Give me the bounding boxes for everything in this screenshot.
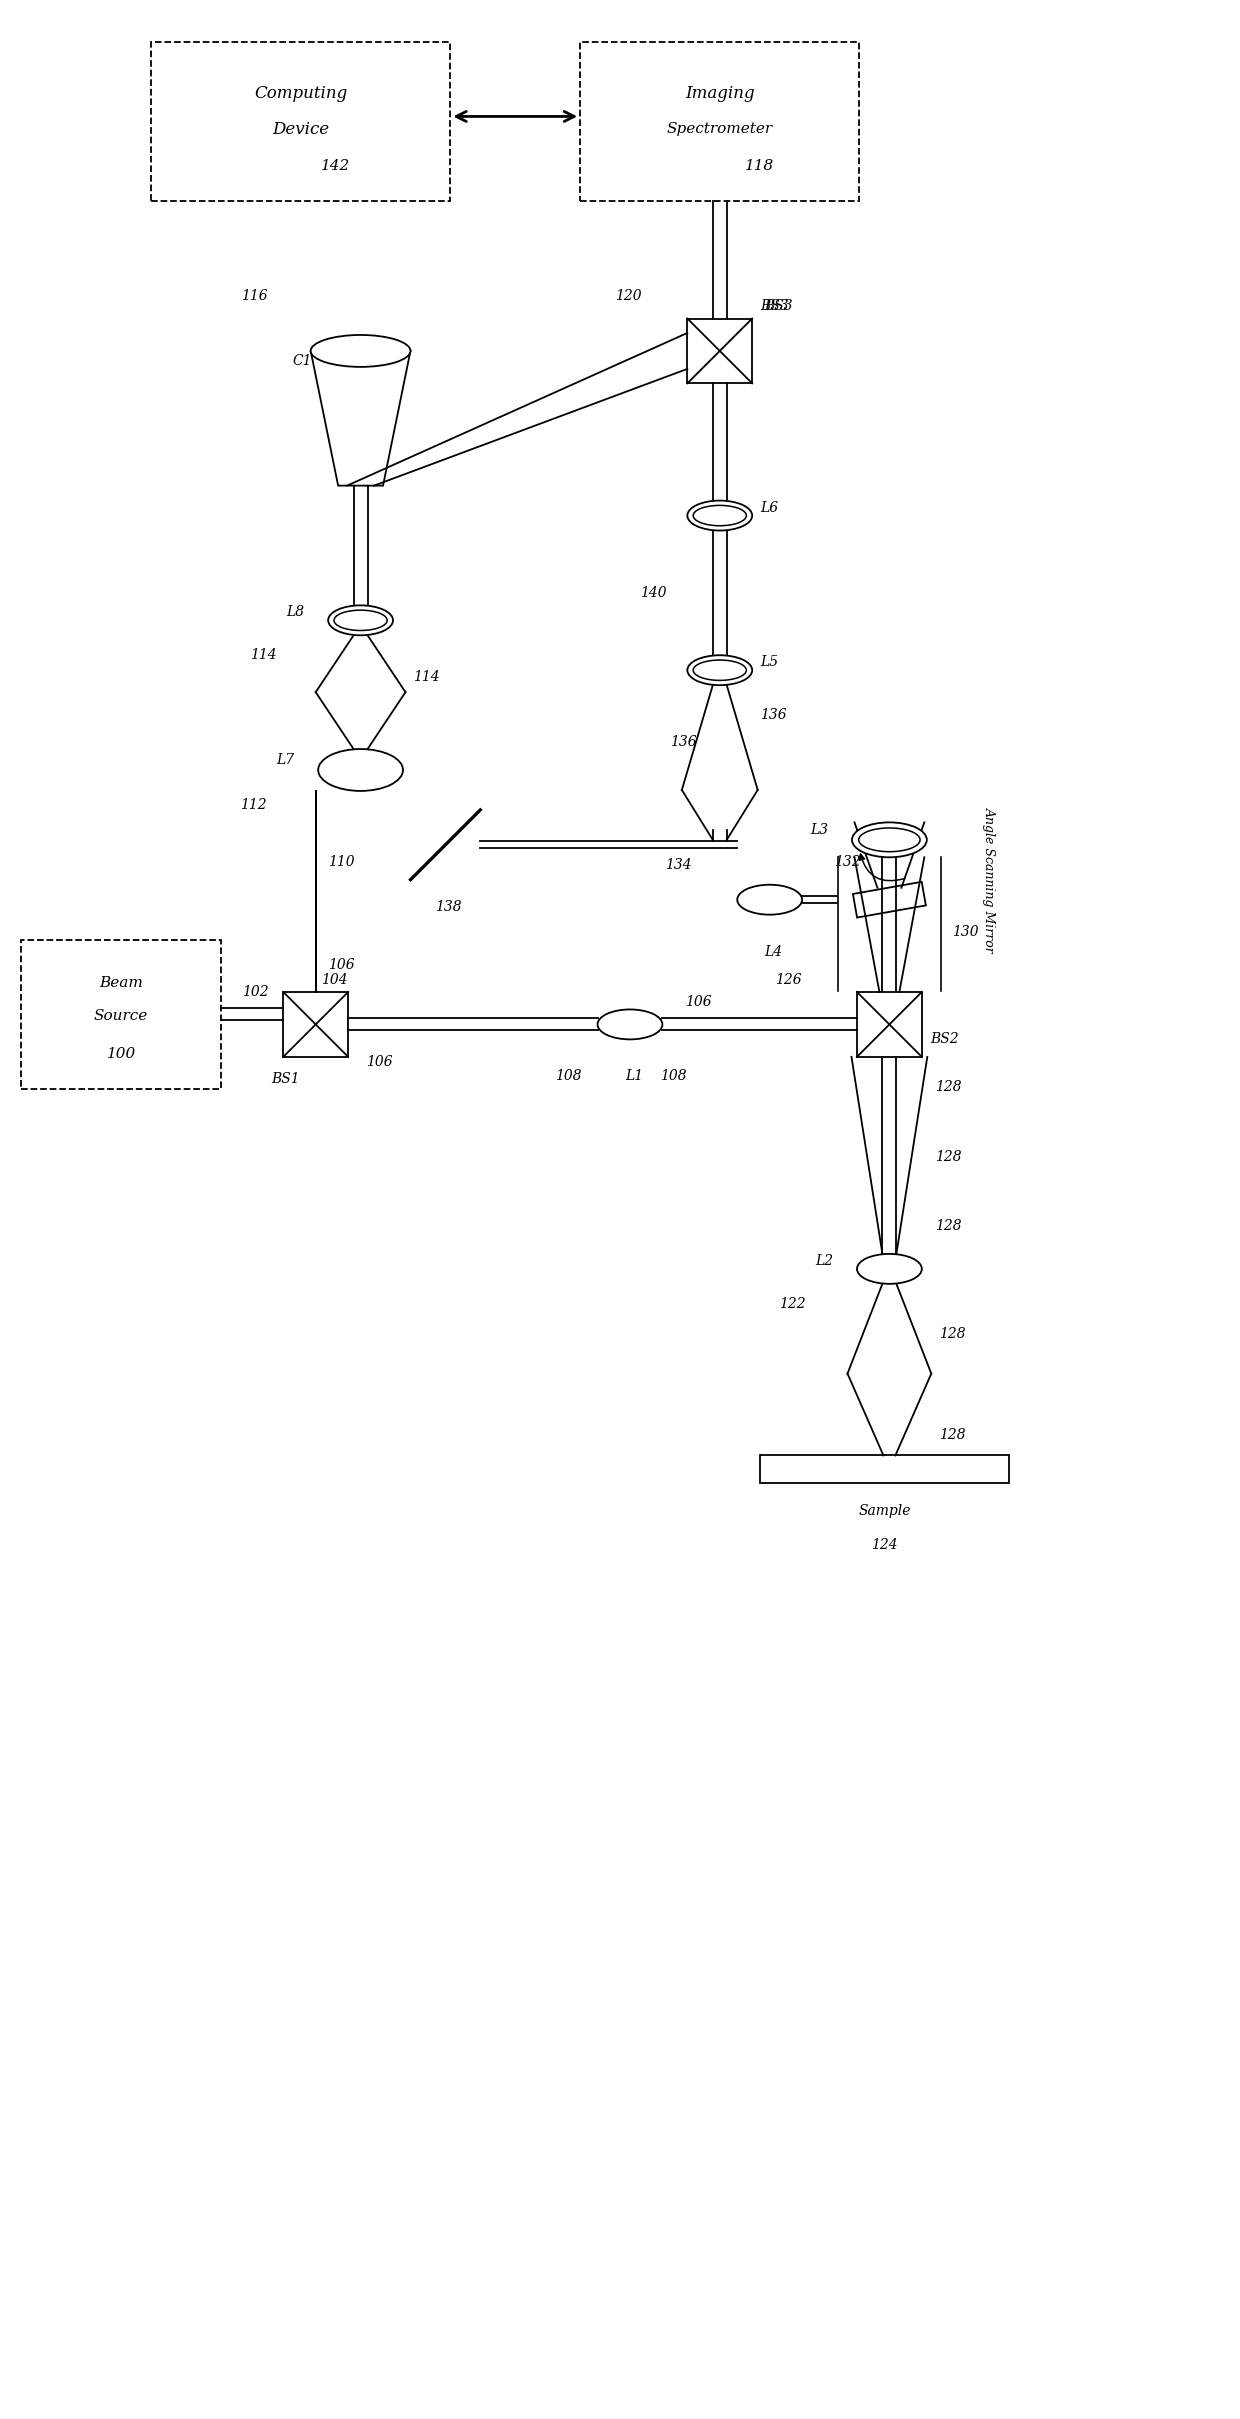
Text: 104: 104 — [321, 972, 347, 987]
Text: Beam: Beam — [99, 975, 143, 989]
Ellipse shape — [738, 885, 802, 914]
Text: 118: 118 — [745, 160, 774, 174]
Text: 128: 128 — [935, 1149, 962, 1164]
Text: 100: 100 — [107, 1047, 135, 1062]
Text: 132: 132 — [835, 854, 861, 868]
Text: L1: L1 — [625, 1069, 644, 1084]
Text: 112: 112 — [241, 798, 267, 813]
Text: 136: 136 — [760, 709, 787, 723]
Text: 108: 108 — [660, 1069, 687, 1084]
Text: 124: 124 — [870, 1538, 898, 1553]
Text: 110: 110 — [327, 854, 355, 868]
Text: 102: 102 — [242, 985, 269, 999]
Text: Sample: Sample — [858, 1505, 910, 1519]
Text: L3: L3 — [810, 822, 828, 837]
Bar — [151, 41, 450, 201]
Text: Device: Device — [272, 121, 330, 138]
Ellipse shape — [857, 1253, 921, 1284]
Text: Angle Scanning Mirror: Angle Scanning Mirror — [982, 808, 996, 953]
Ellipse shape — [687, 656, 753, 685]
Text: 128: 128 — [939, 1326, 966, 1340]
Ellipse shape — [311, 334, 410, 368]
Bar — [21, 939, 221, 1089]
Text: Imaging: Imaging — [684, 85, 755, 102]
Text: 134: 134 — [665, 859, 692, 871]
Text: 126: 126 — [775, 972, 801, 987]
Ellipse shape — [687, 501, 753, 530]
Text: 114: 114 — [413, 670, 440, 685]
Text: BS1: BS1 — [270, 1072, 299, 1086]
Ellipse shape — [319, 750, 403, 791]
Bar — [857, 992, 921, 1057]
Text: 140: 140 — [640, 585, 667, 600]
Bar — [760, 1456, 1009, 1483]
Text: L2: L2 — [815, 1253, 833, 1268]
Text: BS3: BS3 — [765, 300, 794, 312]
Text: 106: 106 — [366, 1055, 392, 1069]
Text: 122: 122 — [779, 1297, 806, 1311]
Text: BS3: BS3 — [760, 300, 789, 312]
Ellipse shape — [852, 822, 926, 856]
Text: BS2: BS2 — [930, 1033, 959, 1047]
Bar — [580, 41, 859, 201]
Text: 128: 128 — [935, 1219, 962, 1234]
Text: 116: 116 — [241, 288, 268, 302]
Text: 114: 114 — [250, 648, 277, 663]
Bar — [687, 319, 753, 382]
Text: L5: L5 — [760, 656, 779, 670]
Text: Spectrometer: Spectrometer — [667, 123, 773, 135]
Text: L8: L8 — [286, 605, 304, 619]
Text: 120: 120 — [615, 288, 641, 302]
Text: L6: L6 — [760, 501, 779, 515]
Text: Computing: Computing — [254, 85, 347, 102]
Text: 128: 128 — [935, 1079, 962, 1093]
Text: 130: 130 — [952, 924, 978, 939]
Text: 128: 128 — [939, 1430, 966, 1442]
Text: 136: 136 — [670, 735, 697, 750]
Text: 106: 106 — [327, 958, 355, 972]
Text: L7: L7 — [277, 752, 294, 767]
Text: Source: Source — [94, 1009, 149, 1023]
Bar — [283, 992, 348, 1057]
Text: C1: C1 — [293, 353, 312, 368]
Ellipse shape — [329, 605, 393, 636]
Text: 138: 138 — [435, 900, 463, 914]
Ellipse shape — [598, 1009, 662, 1040]
Text: 142: 142 — [321, 160, 350, 174]
Text: 106: 106 — [684, 997, 712, 1009]
Text: 108: 108 — [556, 1069, 582, 1084]
Text: L4: L4 — [765, 943, 782, 958]
